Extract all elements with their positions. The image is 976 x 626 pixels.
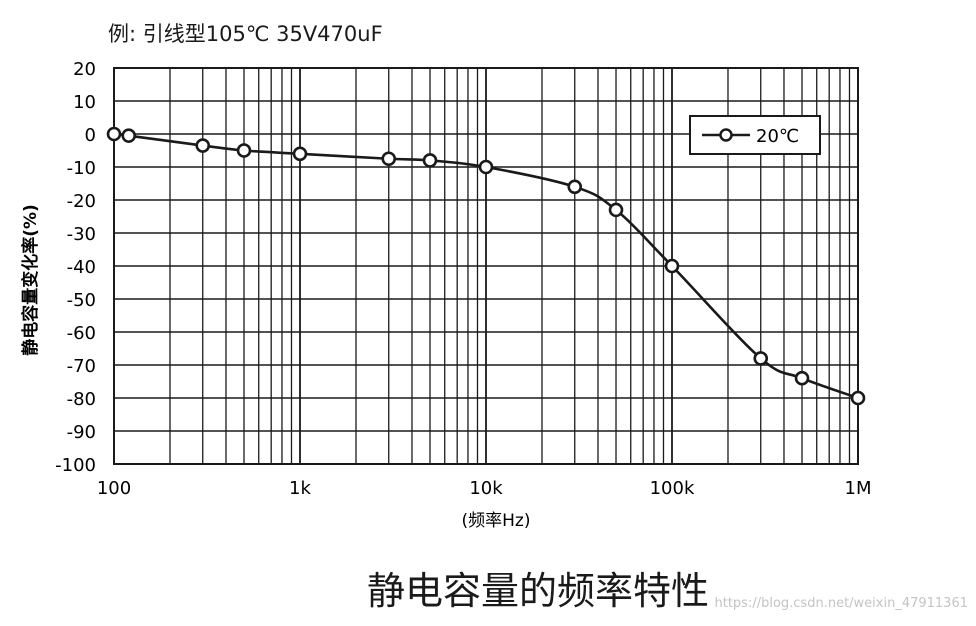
data-point-marker: [567, 179, 583, 195]
y-tick-label: -40: [67, 257, 96, 278]
watermark: https://blog.csdn.net/weixin_47911361: [714, 596, 968, 611]
data-point-marker: [106, 126, 122, 142]
data-point-marker: [195, 138, 211, 153]
data-point-marker: [422, 153, 438, 168]
data-point-marker: [794, 370, 810, 386]
x-tick-label: 10k: [469, 478, 503, 499]
data-point-marker: [664, 258, 680, 274]
y-tick-label: 20: [73, 59, 96, 80]
x-tick-label: 1k: [289, 478, 311, 499]
series-line-20c: [112, 132, 860, 400]
data-point-marker: [608, 202, 624, 218]
x-tick-label: 100: [97, 478, 131, 499]
legend-marker: [719, 128, 733, 142]
data-point-marker: [850, 390, 866, 406]
figure-caption: 静电容量的频率特性: [366, 569, 709, 613]
y-tick-label: -60: [67, 323, 96, 344]
y-tick-label: -100: [55, 455, 96, 476]
legend: 20℃: [689, 115, 821, 155]
legend-label: 20℃: [756, 126, 799, 147]
x-axis-label: (频率Hz): [462, 511, 531, 531]
y-tick-label: -20: [67, 191, 96, 212]
data-point-marker: [121, 128, 137, 143]
data-point-marker: [753, 351, 769, 366]
y-axis-ticks: 20 10 0 -10 -20 -30 -40 -50 -60 -70 -80 -90 -100: [55, 59, 96, 476]
y-axis-label: 静电容量变化率(%): [20, 204, 41, 356]
grid: [113, 67, 858, 465]
y-tick-label: -70: [67, 356, 96, 377]
y-tick-label: -90: [67, 422, 96, 443]
x-tick-label: 100k: [650, 478, 695, 499]
chart-title: 例: 引线型105℃ 35V470uF: [108, 22, 383, 46]
x-tick-label: 1M: [845, 478, 872, 499]
data-point-marker: [292, 146, 308, 162]
y-tick-label: -80: [67, 389, 96, 410]
y-tick-label: -30: [67, 224, 96, 245]
data-point-marker: [478, 159, 494, 175]
x-axis-ticks: 100 1k 10k 100k 1M: [97, 478, 872, 499]
series-markers: [106, 126, 866, 406]
data-point-marker: [236, 143, 252, 158]
y-tick-label: -10: [67, 158, 96, 179]
plot-frame: [113, 67, 859, 465]
y-tick-label: 0: [85, 125, 96, 146]
data-point-marker: [381, 151, 397, 167]
y-tick-label: 10: [73, 92, 96, 113]
y-tick-label: -50: [67, 290, 96, 311]
